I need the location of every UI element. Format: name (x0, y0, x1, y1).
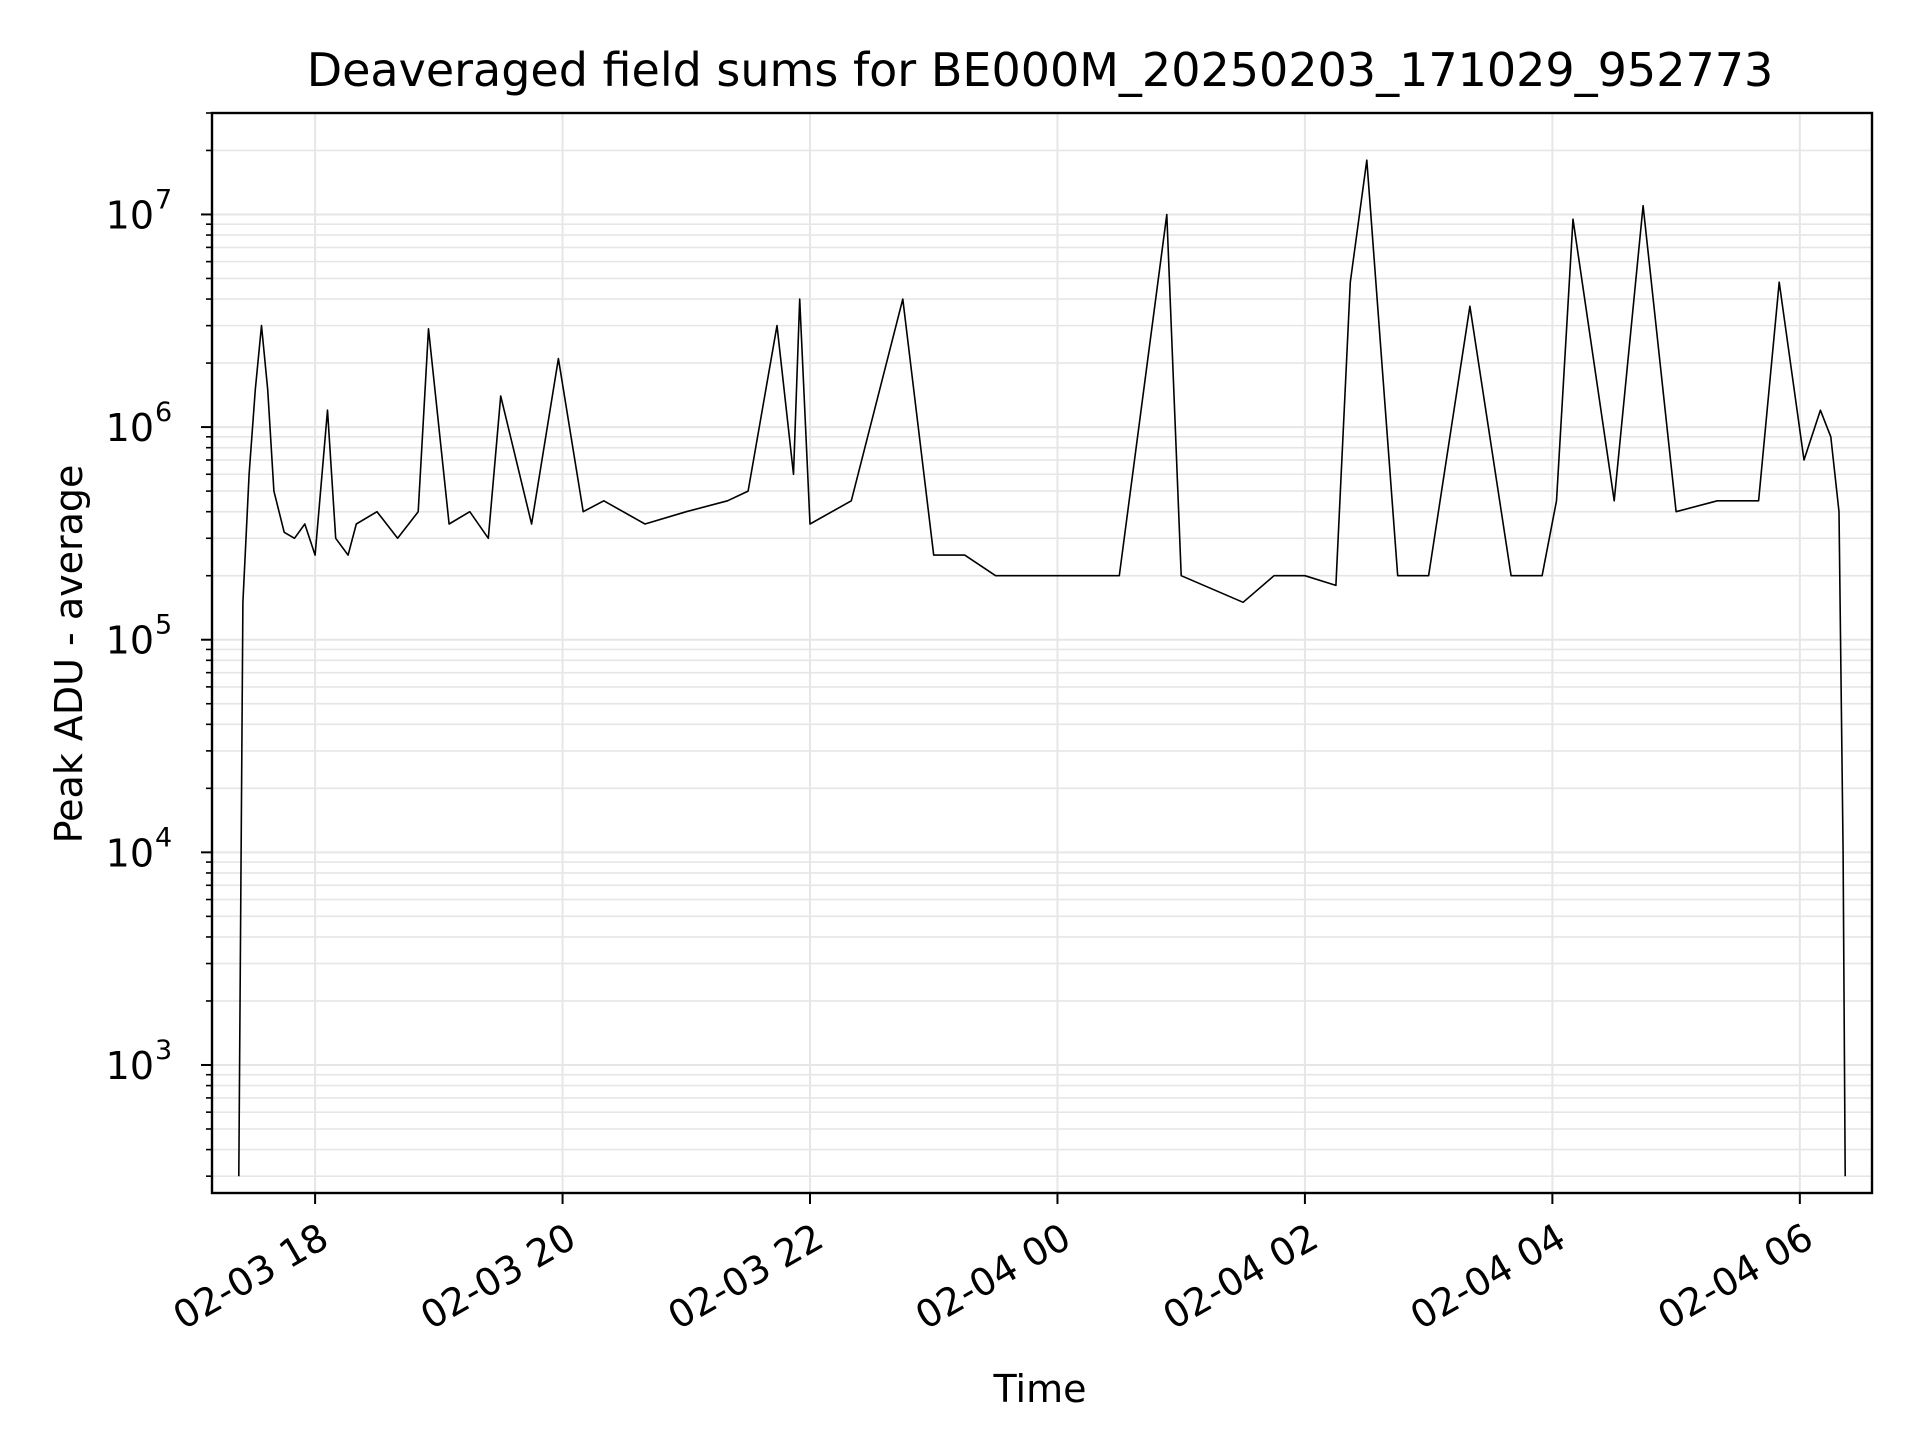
plot-frame (210, 111, 1874, 1195)
y-tick-exponent: 3 (155, 1035, 172, 1066)
y-tick-exponent: 7 (155, 184, 172, 215)
y-tick-label: 10 (106, 831, 154, 875)
grid (212, 112, 1872, 1193)
y-tick-exponent: 5 (155, 610, 172, 641)
data-series (238, 159, 1846, 1177)
y-axis-label: Peak ADU - average (47, 465, 91, 844)
chart-title: Deaveraged field sums for BE000M_2025020… (307, 43, 1774, 97)
y-tick-exponent: 6 (155, 397, 172, 428)
series-line (238, 159, 1846, 1177)
y-tick-label: 10 (106, 619, 154, 663)
y-tick-label: 10 (106, 1044, 154, 1088)
y-tick-exponent: 4 (155, 822, 172, 853)
y-tick-label: 10 (106, 193, 154, 237)
y-tick-label: 10 (106, 406, 154, 450)
x-axis-label: Time (993, 1367, 1087, 1411)
